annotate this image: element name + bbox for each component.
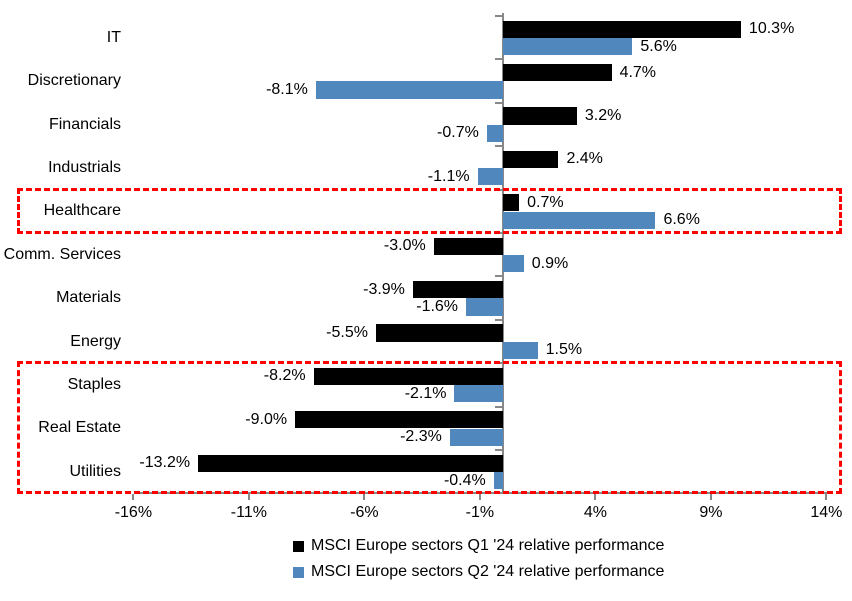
x-tick-label: 14% (810, 504, 843, 522)
category-label: Real Estate (38, 419, 121, 437)
value-label: -8.1% (266, 81, 308, 98)
q2-series-label: MSCI Europe sectors Q2 '24 relative perf… (311, 563, 665, 580)
bar-q2 (449, 428, 503, 446)
bar-q1 (503, 63, 612, 82)
category-label: Staples (67, 375, 121, 393)
x-tick-label: -6% (350, 504, 379, 522)
category-boundary-tick (495, 318, 502, 321)
legend-item-q2: MSCI Europe sectors Q2 '24 relative perf… (293, 559, 664, 585)
category-boundary-tick (495, 145, 502, 148)
category-boundary-tick (495, 405, 502, 408)
category-boundary-tick (495, 15, 502, 17)
legend: MSCI Europe sectors Q1 '24 relative perf… (293, 533, 664, 585)
value-label: -13.2% (139, 454, 191, 472)
value-label: -1.6% (416, 298, 459, 315)
value-label: 3.2% (584, 107, 622, 124)
x-axis-tick (247, 494, 250, 501)
value-label: 5.6% (640, 37, 677, 55)
bar-q2 (486, 124, 503, 143)
category-label: Industrials (48, 158, 121, 176)
q2-series-swatch-icon (293, 566, 304, 578)
x-axis-tick (825, 494, 828, 501)
bar-q1 (433, 237, 503, 255)
category-boundary-tick (495, 449, 502, 451)
value-label: -3.0% (383, 237, 426, 255)
x-tick-label: -16% (114, 504, 153, 522)
q1-series-swatch-icon (293, 540, 304, 552)
value-label: -5.5% (326, 324, 368, 341)
bar-q1 (503, 150, 559, 169)
x-tick-label: 9% (699, 504, 723, 522)
x-axis-tick (478, 494, 481, 501)
bar-q1 (198, 454, 503, 472)
category-label: Comm. Services (3, 245, 121, 263)
value-label: 2.4% (566, 150, 603, 168)
bar-q1 (295, 411, 503, 429)
category-label: Utilities (69, 462, 121, 480)
bar-q1 (503, 194, 520, 212)
value-label: 6.6% (663, 211, 700, 229)
bar-q2 (503, 341, 538, 360)
y-axis-line (502, 13, 504, 494)
x-axis-tick (709, 494, 712, 501)
value-label: -8.2% (263, 367, 306, 385)
value-label: -0.4% (443, 471, 486, 489)
value-label: 0.9% (531, 254, 569, 272)
legend-item-q1: MSCI Europe sectors Q1 '24 relative perf… (293, 533, 664, 559)
bar-q2 (466, 298, 503, 316)
category-boundary-tick (495, 58, 502, 61)
bar-q2 (503, 37, 633, 56)
highlight-box (17, 187, 842, 234)
bar-q1 (503, 107, 577, 125)
bar-q2 (454, 385, 503, 403)
bar-q1 (412, 280, 503, 299)
x-axis-tick (363, 494, 366, 501)
bar-q1 (375, 324, 503, 342)
value-label: -2.1% (404, 384, 447, 402)
category-label: Healthcare (43, 202, 121, 220)
value-label: -3.9% (363, 280, 405, 298)
value-label: -9.0% (245, 410, 288, 428)
bar-q2 (503, 254, 524, 273)
bar-q1 (503, 20, 741, 38)
bar-q2 (477, 168, 503, 186)
value-label: -2.3% (400, 428, 442, 446)
value-label: 0.7% (527, 193, 564, 211)
value-label: -1.1% (427, 167, 470, 185)
x-tick-label: -11% (230, 504, 267, 522)
category-label: Materials (56, 289, 121, 307)
value-label: 10.3% (748, 20, 795, 38)
bar-q2 (503, 211, 656, 229)
bar-q2 (493, 471, 503, 490)
q1-series-label: MSCI Europe sectors Q1 '24 relative perf… (311, 537, 665, 554)
x-tick-label: -1% (465, 504, 495, 522)
value-label: 1.5% (545, 341, 583, 359)
x-axis-tick (132, 494, 135, 501)
category-boundary-tick (495, 275, 502, 278)
category-label: Financials (48, 115, 121, 133)
category-label: Energy (70, 332, 121, 350)
bar-q2 (315, 81, 503, 99)
x-axis-tick (594, 494, 597, 501)
x-tick-label: 4% (583, 504, 607, 522)
category-boundary-tick (495, 101, 502, 104)
value-label: 4.7% (619, 63, 657, 81)
highlight-box (17, 361, 842, 495)
value-label: -0.7% (437, 124, 479, 142)
category-label: IT (106, 28, 121, 46)
bar-q1 (313, 367, 503, 386)
category-label: Discretionary (27, 72, 121, 90)
